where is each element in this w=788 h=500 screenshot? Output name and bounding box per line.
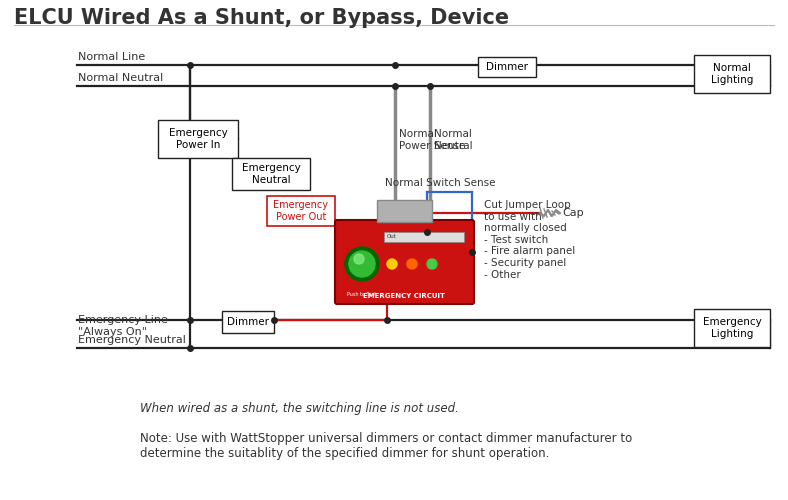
FancyBboxPatch shape: [384, 232, 464, 242]
Text: Emergency
Neutral: Emergency Neutral: [242, 163, 300, 185]
FancyBboxPatch shape: [158, 120, 238, 158]
Text: Out: Out: [387, 234, 397, 238]
FancyBboxPatch shape: [377, 200, 432, 222]
Circle shape: [387, 259, 397, 269]
Text: Emergency
Lighting: Emergency Lighting: [703, 317, 761, 339]
Text: Normal
Lighting: Normal Lighting: [711, 63, 753, 85]
Text: Note: Use with WattStopper universal dimmers or contact dimmer manufacturer to
d: Note: Use with WattStopper universal dim…: [140, 432, 632, 460]
Text: Cut Jumper Loop
to use with
normally closed
- Test switch
- Fire alarm panel
- S: Cut Jumper Loop to use with normally clo…: [484, 200, 575, 280]
Text: Emergency Line
"Always On": Emergency Line "Always On": [78, 315, 168, 337]
Text: Emergency
Power Out: Emergency Power Out: [273, 200, 329, 222]
Circle shape: [354, 254, 364, 264]
Text: ELCU Wired As a Shunt, or Bypass, Device: ELCU Wired As a Shunt, or Bypass, Device: [14, 8, 509, 28]
Text: Dimmer: Dimmer: [486, 62, 528, 72]
Text: Normal Line: Normal Line: [78, 52, 145, 62]
Text: EMERGENCY CIRCUIT: EMERGENCY CIRCUIT: [363, 293, 445, 299]
Text: Dimmer: Dimmer: [227, 317, 269, 327]
FancyBboxPatch shape: [267, 196, 335, 226]
Text: When wired as a shunt, the switching line is not used.: When wired as a shunt, the switching lin…: [140, 402, 459, 415]
Text: Emergency Neutral: Emergency Neutral: [78, 335, 186, 345]
Text: Normal
Neutral: Normal Neutral: [434, 129, 473, 151]
Circle shape: [345, 247, 379, 281]
Text: Push to Test: Push to Test: [348, 292, 377, 296]
Text: Cap: Cap: [562, 208, 584, 218]
FancyBboxPatch shape: [232, 158, 310, 190]
Text: Normal Neutral: Normal Neutral: [78, 73, 163, 83]
Circle shape: [407, 259, 417, 269]
FancyBboxPatch shape: [222, 311, 274, 333]
FancyBboxPatch shape: [694, 309, 770, 347]
FancyBboxPatch shape: [335, 220, 474, 304]
Circle shape: [349, 251, 375, 277]
Text: Normal
Power Sense: Normal Power Sense: [399, 129, 465, 151]
FancyBboxPatch shape: [478, 57, 536, 77]
Text: Emergency
Power In: Emergency Power In: [169, 128, 228, 150]
Text: Normal Switch Sense: Normal Switch Sense: [385, 178, 496, 188]
Circle shape: [427, 259, 437, 269]
FancyBboxPatch shape: [694, 55, 770, 93]
